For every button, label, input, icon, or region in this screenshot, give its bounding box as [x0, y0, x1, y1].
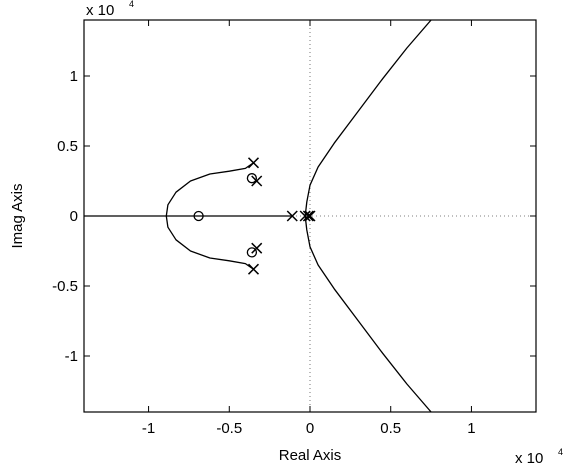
zero-marker: [246, 247, 258, 258]
pole-marker: [251, 175, 263, 187]
y-tick-label: -0.5: [52, 278, 78, 295]
y-tick-label: 0.5: [57, 138, 78, 155]
pole-marker: [304, 210, 316, 222]
x-multiplier: x 10 4: [515, 447, 563, 467]
pole-marker: [286, 210, 298, 222]
x-tick-label: 0.5: [380, 420, 401, 437]
y-axis-label: Imag Axis: [9, 183, 26, 248]
locus-branch-5: [304, 215, 432, 412]
x-multiplier-base: x 10: [515, 450, 543, 467]
pole-marker: [247, 263, 260, 275]
pole-stroke-b: [299, 210, 311, 222]
pole-stroke-b: [247, 263, 260, 275]
locus-branch-3: [165, 215, 254, 270]
y-multiplier-exponent: 4: [129, 0, 134, 9]
pole-marker: [251, 242, 263, 254]
pole-stroke-b: [251, 175, 263, 187]
x-tick-label: 1: [467, 420, 475, 437]
x-tick-label: 0: [306, 420, 314, 437]
x-multiplier-exponent: 4: [558, 447, 563, 457]
pole-stroke-b: [302, 210, 314, 222]
locus-branch-2: [165, 162, 254, 217]
zero-marker: [246, 173, 258, 184]
pole-stroke-b: [304, 210, 316, 222]
pole-stroke-b: [251, 242, 263, 254]
pole-stroke-b: [247, 157, 260, 169]
x-tick-label: -0.5: [216, 420, 242, 437]
x-axis-label: Real Axis: [279, 447, 342, 464]
plot-frame: [83, 19, 537, 413]
pole-marker: [302, 210, 314, 222]
locus-branch-4: [304, 20, 432, 217]
y-tick-label: 0: [70, 208, 78, 225]
y-multiplier: x 10 4: [86, 0, 134, 19]
y-multiplier-base: x 10: [86, 2, 114, 19]
y-tick-label: -1: [65, 348, 78, 365]
zero-marker: [193, 210, 204, 222]
y-tick-label: 1: [70, 68, 78, 85]
pole-stroke-b: [286, 210, 298, 222]
x-tick-label: -1: [142, 420, 155, 437]
pole-marker: [299, 210, 311, 222]
pole-marker: [247, 157, 260, 169]
